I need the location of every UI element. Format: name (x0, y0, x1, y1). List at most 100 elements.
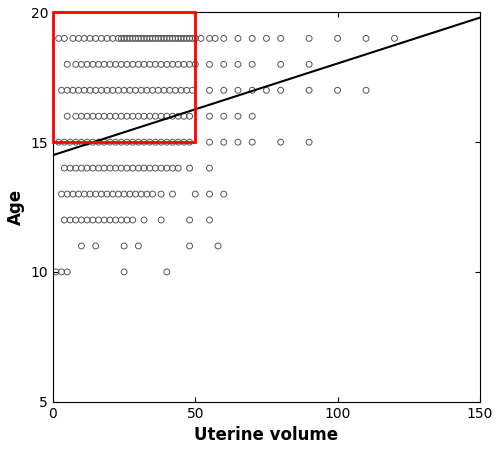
Point (146, 35, 154, 42)
Point (134, 35, 142, 42)
Point (128, 35, 136, 42)
Point (66, 138, 74, 146)
Point (166, 35, 173, 42)
Point (174, 113, 182, 120)
Point (248, 113, 256, 120)
Point (83, 216, 91, 224)
Point (305, 61, 313, 68)
Point (168, 190, 176, 198)
Point (152, 138, 160, 146)
Point (157, 190, 165, 198)
Point (174, 35, 182, 42)
Point (186, 61, 194, 68)
Point (83, 113, 91, 120)
Point (140, 61, 148, 68)
Point (362, 87, 370, 94)
Point (106, 165, 114, 172)
Point (220, 35, 228, 42)
Point (206, 216, 214, 224)
Point (112, 216, 120, 224)
Point (106, 138, 114, 146)
Point (106, 113, 114, 120)
Point (134, 242, 142, 249)
Point (92, 190, 100, 198)
Point (78, 216, 86, 224)
Y-axis label: Age: Age (7, 189, 25, 225)
Point (163, 268, 171, 276)
Point (72, 216, 80, 224)
Point (123, 35, 131, 42)
Point (186, 138, 194, 146)
Point (137, 87, 145, 94)
Point (60, 35, 68, 42)
Point (362, 35, 370, 42)
Point (148, 190, 156, 198)
Point (126, 35, 134, 42)
Point (248, 35, 256, 42)
Point (148, 35, 156, 42)
Point (305, 87, 313, 94)
Point (134, 165, 142, 172)
Point (276, 87, 284, 94)
Point (152, 165, 160, 172)
Point (89, 138, 97, 146)
Point (78, 242, 86, 249)
Point (172, 35, 179, 42)
Point (157, 113, 165, 120)
Point (60, 216, 68, 224)
Point (128, 216, 136, 224)
Point (74, 87, 82, 94)
Point (52, 268, 60, 276)
Point (148, 87, 156, 94)
Point (66, 216, 74, 224)
Point (146, 165, 154, 172)
Point (305, 138, 313, 146)
Point (69, 87, 77, 94)
Point (83, 165, 91, 172)
Point (163, 165, 171, 172)
Point (168, 35, 176, 42)
Point (206, 61, 214, 68)
Point (262, 35, 270, 42)
Bar (53, 13, 196, 142)
Point (234, 113, 242, 120)
Point (114, 87, 122, 94)
Point (63, 190, 71, 198)
Point (120, 242, 128, 249)
Point (186, 35, 194, 42)
Point (108, 35, 116, 42)
Point (74, 190, 82, 198)
Point (78, 113, 86, 120)
Point (206, 138, 214, 146)
Point (89, 165, 97, 172)
Point (126, 190, 134, 198)
Point (100, 216, 108, 224)
Point (66, 165, 74, 172)
Point (94, 61, 102, 68)
Point (83, 138, 91, 146)
Point (220, 113, 228, 120)
Point (166, 87, 173, 94)
Point (234, 61, 242, 68)
Point (192, 61, 200, 68)
Point (152, 113, 160, 120)
Point (157, 216, 165, 224)
Point (112, 165, 120, 172)
Point (78, 61, 86, 68)
Point (134, 61, 142, 68)
Point (192, 35, 200, 42)
Point (180, 35, 188, 42)
Point (157, 138, 165, 146)
Point (163, 138, 171, 146)
Point (60, 165, 68, 172)
Point (112, 61, 120, 68)
Point (134, 138, 142, 146)
Point (108, 87, 116, 94)
X-axis label: Uterine volume: Uterine volume (194, 426, 338, 444)
Point (94, 216, 102, 224)
Point (72, 61, 80, 68)
Point (100, 138, 108, 146)
Point (214, 242, 222, 249)
Point (89, 113, 97, 120)
Point (146, 113, 154, 120)
